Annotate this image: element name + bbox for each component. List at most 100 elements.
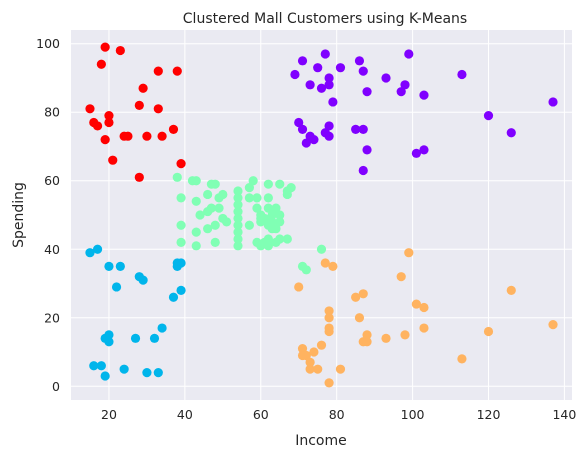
data-point — [176, 221, 185, 230]
data-point — [169, 293, 178, 302]
data-point — [419, 323, 428, 332]
data-point — [150, 334, 159, 343]
data-point — [214, 204, 223, 213]
data-point — [457, 70, 466, 79]
data-point — [264, 193, 273, 202]
data-point — [154, 368, 163, 377]
data-point — [211, 238, 220, 247]
data-point — [203, 190, 212, 199]
data-point — [336, 365, 345, 374]
data-point — [139, 275, 148, 284]
data-point — [548, 97, 557, 106]
data-point — [176, 258, 185, 267]
x-tick-label: 80 — [329, 407, 345, 422]
data-point — [97, 60, 106, 69]
data-point — [123, 132, 132, 141]
data-point — [362, 145, 371, 154]
data-point — [275, 217, 284, 226]
x-axis-label: Income — [295, 433, 347, 449]
data-point — [404, 248, 413, 257]
data-point — [359, 289, 368, 298]
y-tick-label: 60 — [44, 173, 60, 188]
data-point — [548, 320, 557, 329]
data-point — [93, 121, 102, 130]
y-tick-label: 0 — [52, 379, 60, 394]
data-point — [457, 354, 466, 363]
data-point — [218, 190, 227, 199]
data-point — [400, 80, 409, 89]
y-tick-label: 80 — [44, 105, 60, 120]
data-point — [135, 173, 144, 182]
data-point — [397, 272, 406, 281]
data-point — [324, 313, 333, 322]
y-tick-label: 100 — [36, 36, 60, 51]
data-point — [404, 49, 413, 58]
y-tick-label: 20 — [44, 310, 60, 325]
data-point — [157, 132, 166, 141]
data-point — [313, 365, 322, 374]
data-point — [336, 63, 345, 72]
data-point — [324, 378, 333, 387]
data-point — [192, 176, 201, 185]
data-point — [222, 217, 231, 226]
data-point — [104, 337, 113, 346]
data-point — [355, 313, 364, 322]
data-point — [309, 347, 318, 356]
data-point — [104, 262, 113, 271]
data-point — [287, 183, 296, 192]
data-point — [85, 104, 94, 113]
data-point — [252, 193, 261, 202]
data-point — [309, 135, 318, 144]
data-point — [104, 111, 113, 120]
data-point — [298, 56, 307, 65]
y-axis-ticks: 0 20 40 60 80 100 — [36, 36, 60, 394]
data-point — [139, 84, 148, 93]
data-point — [93, 245, 102, 254]
data-point — [176, 193, 185, 202]
data-point — [142, 368, 151, 377]
x-tick-label: 120 — [477, 407, 501, 422]
data-point — [116, 262, 125, 271]
data-point — [101, 371, 110, 380]
data-point — [176, 238, 185, 247]
data-point — [101, 43, 110, 52]
x-tick-label: 20 — [101, 407, 117, 422]
data-point — [192, 241, 201, 250]
data-point — [275, 180, 284, 189]
chart-title: Clustered Mall Customers using K-Means — [183, 11, 467, 27]
data-point — [328, 97, 337, 106]
data-point — [355, 56, 364, 65]
data-point — [419, 145, 428, 154]
data-point — [362, 87, 371, 96]
data-point — [324, 80, 333, 89]
y-tick-label: 40 — [44, 242, 60, 257]
data-point — [245, 221, 254, 230]
data-point — [328, 262, 337, 271]
data-point — [507, 128, 516, 137]
data-point — [381, 334, 390, 343]
data-point — [142, 132, 151, 141]
data-point — [419, 303, 428, 312]
data-point — [324, 121, 333, 130]
data-point — [135, 101, 144, 110]
data-point — [317, 245, 326, 254]
x-tick-label: 60 — [253, 407, 269, 422]
data-point — [359, 125, 368, 134]
x-tick-label: 140 — [552, 407, 576, 422]
data-point — [211, 221, 220, 230]
data-point — [324, 327, 333, 336]
data-point — [362, 330, 371, 339]
data-point — [101, 135, 110, 144]
data-point — [294, 282, 303, 291]
x-axis-ticks: 20 40 60 80 100 120 140 — [101, 407, 576, 422]
data-point — [249, 176, 258, 185]
x-tick-label: 100 — [401, 407, 425, 422]
data-point — [169, 125, 178, 134]
data-point — [324, 132, 333, 141]
data-point — [359, 166, 368, 175]
data-point — [108, 156, 117, 165]
y-axis-label: Spending — [11, 182, 27, 248]
data-point — [233, 241, 242, 250]
data-point — [157, 323, 166, 332]
data-point — [192, 197, 201, 206]
